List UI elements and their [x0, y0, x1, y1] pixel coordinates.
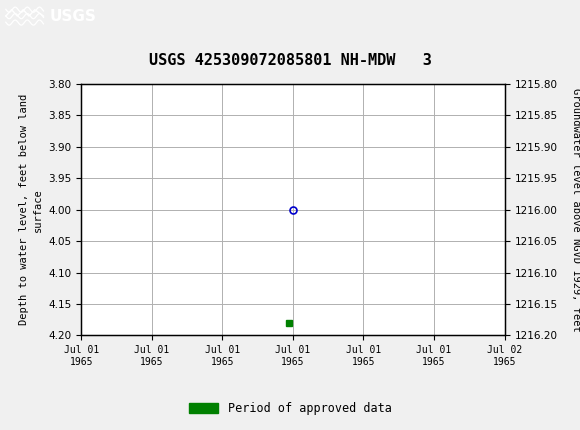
Y-axis label: Groundwater level above NGVD 1929, feet: Groundwater level above NGVD 1929, feet	[571, 88, 580, 332]
Text: USGS: USGS	[49, 9, 96, 24]
Y-axis label: Depth to water level, feet below land
surface: Depth to water level, feet below land su…	[20, 94, 43, 325]
Legend: Period of approved data: Period of approved data	[184, 397, 396, 420]
Text: USGS 425309072085801 NH-MDW   3: USGS 425309072085801 NH-MDW 3	[148, 53, 432, 68]
